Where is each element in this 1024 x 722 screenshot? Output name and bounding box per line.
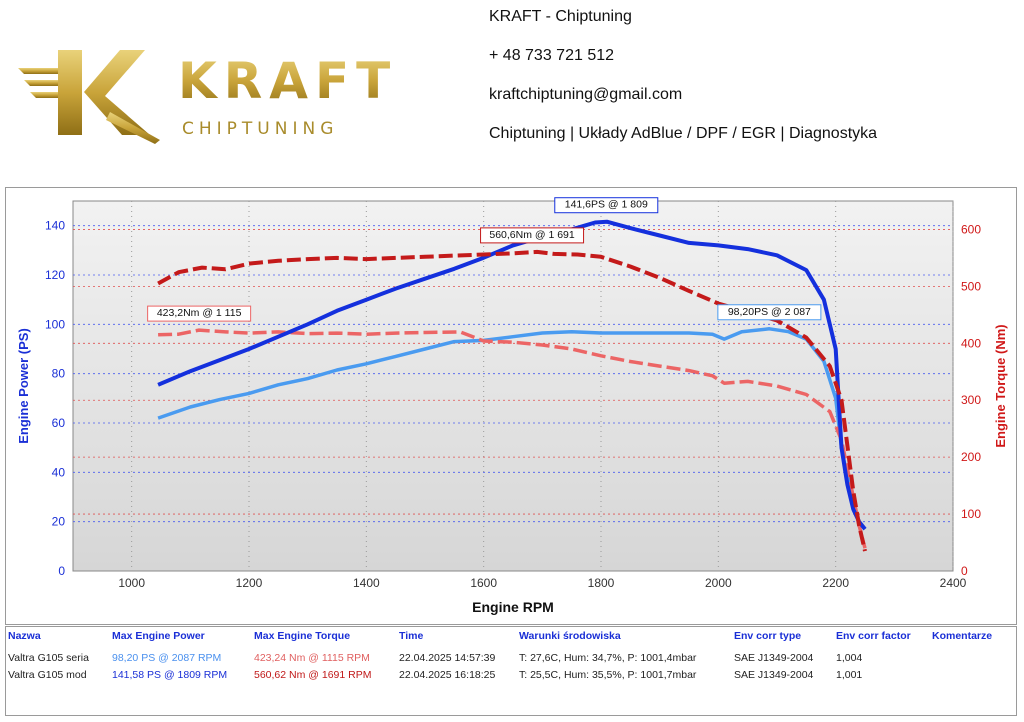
header-nazwa: Nazwa [8, 630, 41, 642]
annotation-label: 141,6PS @ 1 809 [565, 199, 648, 211]
x-tick-label: 1400 [353, 576, 380, 590]
y-left-tick-label: 40 [52, 465, 66, 479]
row1-corr-factor: 1,004 [836, 652, 863, 664]
header-max-torque: Max Engine Torque [254, 630, 351, 642]
y-left-tick-label: 100 [45, 317, 65, 331]
series-valtra-g105-seria-power [157, 327, 867, 531]
annotation-box [480, 227, 585, 244]
dyno-chart: 1000 1200 1400 1600 1800 2000 2200 240002040608… [16, 197, 1008, 615]
header-corr-factor: Env corr factor [836, 630, 911, 642]
services-line: Chiptuning | Układy AdBlue / DPF / EGR |… [489, 125, 878, 142]
y-left-tick-label: 80 [52, 367, 66, 381]
logo-subtext: CHIPTUNING [182, 119, 338, 139]
y-left-tick-label: 20 [52, 515, 66, 529]
y-axis-left-label: Engine Power (PS) [16, 328, 31, 444]
results-table: Nazwa Max Engine Power Max Engine Torque… [5, 626, 1017, 716]
logo-wordmark: KRAFT [178, 52, 397, 110]
y-axis-right-label: Engine Torque (Nm) [993, 324, 1008, 447]
kraft-logo: KRAFT CHIPTUNING [18, 50, 397, 144]
y-right-tick-label: 500 [961, 279, 981, 293]
row2-power: 141,58 PS @ 1809 RPM [112, 669, 228, 681]
y-left-tick-label: 140 [45, 219, 65, 233]
annotation-label: 98,20PS @ 2 087 [728, 306, 811, 318]
y-right-tick-label: 0 [961, 564, 968, 578]
x-tick-label: 2000 [705, 576, 732, 590]
peak-annotation: 560,6Nm @ 1 691 [480, 227, 585, 244]
peak-annotation: 98,20PS @ 2 087 [717, 304, 822, 321]
series-valtra-g105-seria-torque [158, 328, 867, 549]
annotation-box [717, 304, 822, 321]
header-time: Time [399, 630, 424, 642]
phone-number[interactable]: + 48 733 721 512 [489, 47, 615, 64]
row2-conditions: T: 25,5C, Hum: 35,5%, P: 1001,7mbar [519, 669, 697, 681]
row2-name: Valtra G105 mod [8, 669, 87, 681]
x-tick-label: 1600 [470, 576, 497, 590]
y-left-tick-label: 0 [58, 564, 65, 578]
annotation-label: 560,6Nm @ 1 691 [489, 229, 575, 241]
x-tick-label: 1200 [236, 576, 263, 590]
x-tick-label: 2400 [940, 576, 967, 590]
row2-corr-factor: 1,001 [836, 669, 863, 681]
header-comments: Komentarze [932, 630, 993, 642]
dyno-chart-frame: 1000 1200 1400 1600 1800 2000 2200 2400 0 20 40 60 8… [5, 187, 1017, 625]
annotation-box [554, 197, 659, 214]
row1-torque: 423,24 Nm @ 1115 RPM [254, 652, 370, 664]
k-emblem-icon [18, 50, 160, 144]
annotation-box [147, 305, 252, 322]
row1-time: 22.04.2025 14:57:39 [399, 652, 496, 664]
header-max-power: Max Engine Power [112, 630, 205, 642]
annotation-label: 423,2Nm @ 1 115 [157, 307, 242, 319]
x-tick-label: 2200 [822, 576, 849, 590]
peak-annotation: 423,2Nm @ 1 115 [147, 305, 252, 322]
row1-power: 98,20 PS @ 2087 RPM [112, 652, 222, 664]
y-right-tick-label: 100 [961, 507, 981, 521]
x-axis-label: Engine RPM [472, 599, 554, 615]
header-corr-type: Env corr type [734, 630, 802, 642]
row1-name: Valtra G105 seria [8, 652, 89, 664]
x-tick-label: 1800 [588, 576, 615, 590]
x-tick-label: 1000 [118, 576, 145, 590]
plot-area [72, 200, 954, 572]
series-valtra-g105-mod-power [157, 219, 867, 531]
row1-conditions: T: 27,6C, Hum: 34,7%, P: 1001,4mbar [519, 652, 697, 664]
company-name: KRAFT - Chiptuning [489, 8, 632, 25]
y-right-tick-label: 600 [961, 222, 981, 236]
header-conditions: Warunki środowiska [519, 630, 621, 642]
row1-corr-type: SAE J1349-2004 [734, 652, 814, 664]
y-left-tick-label: 120 [45, 268, 65, 282]
y-right-tick-label: 400 [961, 336, 981, 350]
y-right-tick-label: 300 [961, 393, 981, 407]
row2-time: 22.04.2025 16:18:25 [399, 669, 496, 681]
peak-annotation: 141,6PS @ 1 809 [554, 197, 659, 214]
row2-torque: 560,62 Nm @ 1691 RPM [254, 669, 372, 681]
row2-corr-type: SAE J1349-2004 [734, 669, 814, 681]
series-valtra-g105-mod-torque [157, 249, 867, 552]
email-address[interactable]: kraftchiptuning@gmail.com [489, 86, 683, 103]
y-right-tick-label: 200 [961, 450, 981, 464]
y-left-tick-label: 60 [52, 416, 66, 430]
